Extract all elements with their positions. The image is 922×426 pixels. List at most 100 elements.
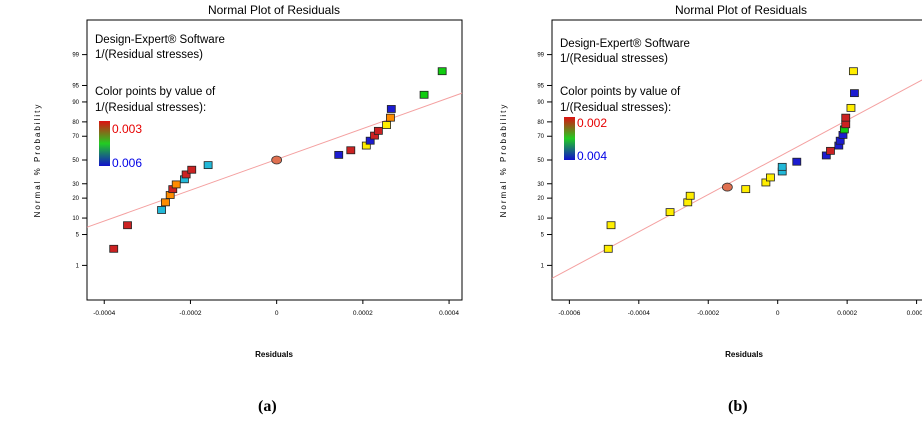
chart-b: Normal Plot of Residuals -0.0006 -0.0004-…: [499, 3, 922, 359]
data-point: [683, 198, 693, 207]
data-point: [761, 178, 771, 187]
data-point: [271, 155, 283, 165]
response-label: 1/(Residual stresses): [95, 49, 203, 61]
data-point: [373, 126, 383, 135]
data-point: [721, 182, 733, 192]
y-tick-label: 90: [72, 100, 79, 106]
data-point: [841, 120, 851, 129]
data-point: [850, 89, 859, 98]
data-point: [157, 206, 166, 214]
y-tick-label: 95: [537, 83, 544, 89]
x-tick-label: 0: [275, 310, 279, 317]
panel-label: (a): [258, 398, 277, 415]
color-caption-line-2: 1/(Residual stresses):: [95, 102, 206, 114]
x-tick-label: -0.0006: [558, 310, 580, 317]
data-point: [603, 244, 613, 253]
x-tick-label: 0: [776, 310, 780, 317]
data-point: [386, 113, 395, 122]
data-point: [766, 173, 775, 182]
color-caption-line-1: Color points by value of: [95, 86, 216, 98]
x-tick-label: 0.0004: [907, 310, 922, 317]
chart-title: Normal Plot of Residuals: [208, 3, 340, 17]
software-label: Design-Expert® Software: [560, 38, 690, 50]
panel-label: (b): [728, 398, 748, 415]
y-tick-label: 5: [76, 233, 80, 239]
x-ticks: -0.0006 -0.0004 -0.0002 0 0.0002 0.0004: [558, 300, 922, 317]
response-label: 1/(Residual stresses): [560, 53, 668, 65]
chart-title: Normal Plot of Residuals: [675, 3, 807, 17]
points-layer: [603, 67, 859, 253]
y-tick-label: 1: [76, 263, 80, 269]
panel-a: Normal Plot of Residuals -0.0004 -0.0002 0…: [33, 3, 463, 415]
y-tick-label: 70: [72, 134, 79, 140]
y-tick-label: 50: [72, 158, 79, 164]
y-tick-label: 70: [537, 134, 544, 140]
color-scale-low: 0.004: [577, 149, 607, 163]
y-tick-label: 30: [537, 182, 544, 188]
x-axis-label: Residuals: [725, 350, 763, 359]
data-point: [419, 90, 429, 99]
points-layer: [109, 67, 447, 253]
plot-area: [551, 19, 922, 301]
data-point: [792, 157, 802, 166]
y-tick-label: 95: [72, 83, 79, 89]
data-point: [123, 221, 132, 230]
y-tick-label: 10: [72, 216, 79, 222]
data-point: [382, 121, 391, 129]
y-tick-label: 90: [537, 100, 544, 106]
color-caption-line-1: Color points by value of: [560, 86, 681, 98]
y-tick-label: 50: [537, 158, 544, 164]
x-tick-label: 0.0004: [439, 310, 459, 317]
y-tick-label: 30: [72, 182, 79, 188]
chart-a: Normal Plot of Residuals -0.0004 -0.0002 0…: [33, 3, 463, 359]
y-tick-label: 80: [72, 120, 79, 126]
color-caption-line-2: 1/(Residual stresses):: [560, 102, 671, 114]
y-ticks: 1 5 10 20 30 50 70 80 90 95 99: [72, 53, 87, 269]
color-scale-bar: [99, 121, 110, 166]
y-tick-label: 20: [72, 196, 79, 202]
y-tick-label: 99: [72, 53, 79, 59]
y-tick-label: 1: [541, 263, 545, 269]
data-point: [841, 113, 851, 122]
data-point: [181, 170, 191, 179]
reference-line: [551, 79, 922, 279]
y-tick-label: 20: [537, 196, 544, 202]
y-tick-label: 10: [537, 216, 544, 222]
x-tick-label: -0.0004: [93, 310, 115, 317]
y-tick-label: 80: [537, 120, 544, 126]
x-tick-label: -0.0002: [179, 310, 201, 317]
data-point: [334, 150, 344, 159]
software-label: Design-Expert® Software: [95, 34, 225, 46]
y-tick-label: 99: [537, 53, 544, 59]
x-axis-label: Residuals: [255, 350, 293, 359]
x-ticks: -0.0004 -0.0002 0 0.0002 0.0004: [93, 300, 459, 317]
x-tick-label: -0.0002: [697, 310, 719, 317]
data-point: [187, 165, 197, 174]
color-scale-bar: [564, 117, 575, 160]
data-point: [346, 146, 356, 155]
data-point: [161, 198, 170, 207]
x-tick-label: -0.0004: [628, 310, 650, 317]
data-point: [203, 161, 213, 170]
data-point: [109, 244, 119, 253]
data-point: [777, 162, 787, 171]
x-tick-label: 0.0002: [837, 310, 857, 317]
y-tick-label: 5: [541, 233, 545, 239]
data-point: [437, 67, 447, 76]
data-point: [848, 67, 858, 76]
reference-line-layer: [551, 79, 922, 279]
y-axis-label: Normal % Probability: [499, 103, 508, 218]
color-scale-high: 0.002: [577, 116, 607, 130]
data-point: [741, 185, 751, 194]
data-point: [171, 180, 181, 189]
data-point: [665, 208, 675, 217]
data-point: [826, 146, 835, 155]
data-point: [386, 105, 396, 113]
x-tick-label: 0.0002: [353, 310, 373, 317]
panel-b: Normal Plot of Residuals -0.0006 -0.0004-…: [461, 0, 922, 426]
data-point: [846, 103, 856, 112]
color-scale-low: 0.006: [112, 156, 142, 170]
data-point: [685, 191, 695, 200]
data-point: [606, 221, 616, 230]
y-ticks: 1 5 10 20 30 50 70 80 90 95 99: [537, 53, 552, 269]
